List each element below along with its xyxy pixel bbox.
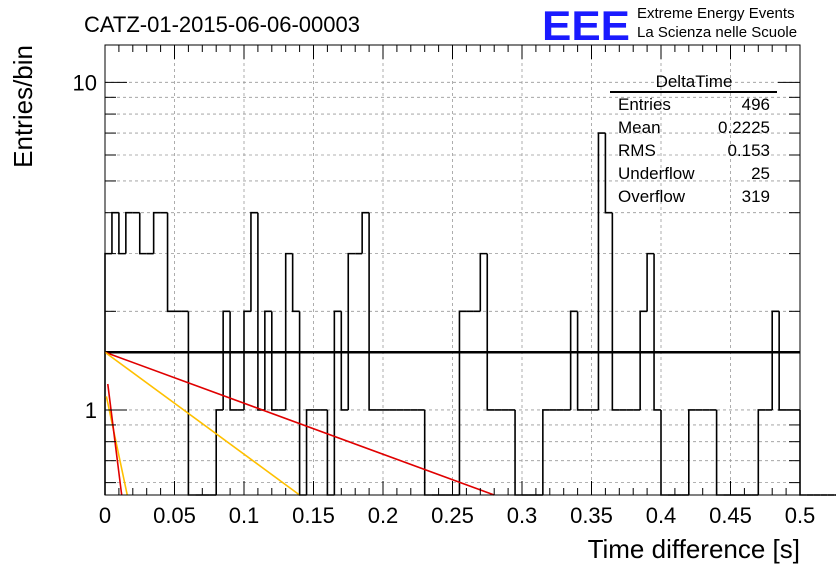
histogram-bin — [340, 311, 349, 411]
histogram-bin — [569, 310, 578, 410]
x-tick-label: 0.5 — [785, 503, 816, 528]
histogram-bin — [576, 311, 585, 411]
histogram-bin — [368, 212, 377, 411]
x-tick-label: 0.05 — [153, 503, 196, 528]
histogram-bin — [166, 212, 175, 313]
chart-title: CATZ-01-2015-06-06-00003 — [84, 12, 360, 37]
stats-label-underflow: Underflow — [618, 164, 695, 183]
histogram-bars — [104, 132, 836, 496]
x-tick-label: 0 — [99, 503, 111, 528]
fit-line — [106, 383, 123, 496]
histogram-bin — [118, 212, 126, 255]
x-tick-label: 0.4 — [646, 503, 677, 528]
histogram-bin — [111, 211, 119, 254]
histogram-bin — [799, 409, 807, 496]
histogram-bin — [264, 310, 272, 410]
x-tick-label: 0.2 — [368, 503, 399, 528]
histogram-bin — [347, 252, 356, 410]
x-tick-label: 0.45 — [709, 503, 752, 528]
histogram-bin — [215, 409, 224, 495]
fit-line — [105, 396, 129, 496]
stats-label-rms: RMS — [618, 141, 656, 160]
stats-value-rms: 0.153 — [727, 141, 770, 160]
histogram-bin — [757, 409, 766, 495]
y-axis-label: Entries/bin — [8, 45, 38, 168]
histogram-bin — [305, 409, 314, 495]
stats-title: DeltaTime — [656, 72, 733, 91]
stats-label-entries: Entries — [618, 95, 671, 114]
stats-label-overflow: Overflow — [618, 187, 686, 206]
stats-box: DeltaTime Entries 496 Mean 0.2225 RMS 0.… — [610, 72, 777, 206]
histogram-bin — [104, 252, 112, 495]
stats-value-overflow: 319 — [742, 187, 770, 206]
eee-logo: EEE — [542, 2, 630, 49]
histogram-bin — [291, 253, 300, 313]
y-tick-label: 1 — [85, 398, 97, 423]
logo-line-2: La Scienza nelle Scuole — [637, 24, 797, 41]
x-axis-label: Time difference [s] — [588, 534, 800, 564]
stats-value-mean: 0.2225 — [718, 118, 770, 137]
histogram-bin — [187, 311, 196, 496]
fit-lines — [104, 351, 800, 496]
histogram-bin — [688, 409, 696, 495]
x-tick-label: 0.3 — [507, 503, 538, 528]
histogram-bin — [152, 211, 161, 254]
histogram-bin — [229, 311, 238, 411]
histogram-bin — [243, 310, 251, 410]
histogram-bin — [611, 212, 620, 411]
fit-line — [104, 351, 495, 496]
histogram-bin — [486, 253, 495, 411]
y-tick-label: 10 — [73, 70, 97, 95]
histogram-bin — [222, 310, 231, 410]
stats-label-mean: Mean — [618, 118, 661, 137]
fit-line — [104, 351, 301, 496]
histogram-bin — [250, 211, 258, 312]
histogram-bin — [597, 132, 606, 410]
histogram-bin — [479, 252, 488, 312]
histogram-bin — [271, 311, 279, 411]
histogram-bin — [298, 311, 307, 496]
histogram-bin — [458, 310, 467, 495]
histogram-bin — [604, 133, 613, 214]
axis-ticks: 1 10 0 0.05 0.1 0.15 0.2 0.25 0.3 0.35 0.4 0.45 0.5 — [73, 45, 816, 528]
histogram-bin — [284, 252, 293, 410]
logo-line-1: Extreme Energy Events — [637, 5, 795, 22]
x-tick-label: 0.15 — [292, 503, 335, 528]
stats-value-entries: 496 — [742, 95, 770, 114]
histogram-bin — [778, 311, 787, 411]
histogram-bin — [361, 211, 370, 254]
histogram-bin — [138, 212, 147, 255]
stats-value-underflow: 25 — [751, 164, 770, 183]
x-tick-label: 0.1 — [229, 503, 260, 528]
histogram-bin — [125, 211, 133, 254]
grid — [105, 45, 800, 495]
histogram-bin — [333, 310, 342, 495]
x-tick-label: 0.25 — [431, 503, 474, 528]
histogram-bin — [542, 409, 550, 495]
histogram-bin — [653, 253, 661, 411]
histogram-bin — [639, 310, 648, 410]
x-tick-label: 0.35 — [570, 503, 613, 528]
histogram-bin — [771, 310, 780, 410]
histogram-bin — [646, 252, 655, 312]
